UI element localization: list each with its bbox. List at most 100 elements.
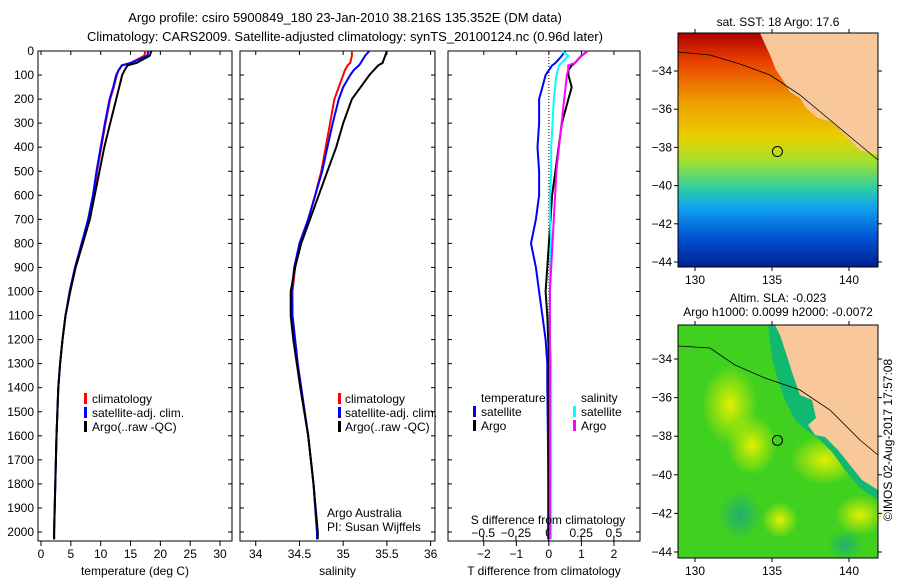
legend-header-salinity: salinity xyxy=(581,391,618,405)
y-tick-label: 1100 xyxy=(8,309,34,323)
lat-tick-label: −44 xyxy=(652,255,673,269)
y-tick-label: 300 xyxy=(14,116,34,130)
lat-tick-label: −42 xyxy=(652,506,673,520)
s-axis-tick-label: 0.25 xyxy=(570,526,594,540)
y-tick-label: 1700 xyxy=(7,453,34,467)
s-axis-tick-label: 0.5 xyxy=(606,526,623,540)
salinity-legend: climatology satellite-adj. clim. Argo(..… xyxy=(327,392,437,534)
bathymetry-contour xyxy=(677,345,879,456)
lat-tick-label: −40 xyxy=(652,468,673,482)
legend-swatch-climatology xyxy=(84,393,87,404)
sla-map-title: Altim. SLA: -0.023 xyxy=(730,291,827,305)
x-tick-label: 25 xyxy=(184,547,198,561)
title-line-2: Climatology: CARS2009. Satellite-adjuste… xyxy=(87,29,603,44)
lon-tick-label: 140 xyxy=(839,273,859,287)
x-tick-label: 0 xyxy=(38,547,45,561)
lat-tick-label: −34 xyxy=(652,64,673,78)
sst-map: 130 135 140 −34 −36 −38 −40 −42 −44 xyxy=(652,29,882,287)
x-tick-label: 35 xyxy=(337,547,351,561)
series-line-argo-raw-qc- xyxy=(53,50,153,540)
legend-label: Argo xyxy=(581,419,607,433)
legend-label: climatology xyxy=(92,392,152,406)
legend-swatch-argo xyxy=(84,421,87,432)
x-axis-label: salinity xyxy=(319,564,356,578)
legend-swatch-t-satellite xyxy=(473,406,476,417)
x-axis-label: T difference from climatology xyxy=(467,564,621,578)
x-tick-label: −2 xyxy=(477,547,491,561)
x-tick-label: 2 xyxy=(611,547,618,561)
series-line-climatology xyxy=(53,50,147,540)
legend-label: satellite-adj. clim. xyxy=(92,406,184,420)
legend-swatch-climatology xyxy=(338,393,341,404)
lon-tick-label: 135 xyxy=(762,273,782,287)
x-tick-label: 34.5 xyxy=(288,547,312,561)
series-line-satellite-adj-clim- xyxy=(53,50,150,540)
series-line-argo-raw-qc- xyxy=(289,50,388,540)
float-location-marker xyxy=(771,434,783,446)
lat-tick-label: −36 xyxy=(652,391,673,405)
y-tick-label: 400 xyxy=(14,140,34,154)
y-tick-label: 700 xyxy=(14,212,34,226)
lat-tick-label: −44 xyxy=(652,545,673,559)
land-mass xyxy=(760,33,878,155)
y-tick-label: 1900 xyxy=(7,501,34,515)
y-tick-label: 100 xyxy=(14,68,34,82)
s-axis-tick-label: −0.25 xyxy=(501,526,532,540)
y-tick-label: 800 xyxy=(14,236,34,250)
y-tick-label: 500 xyxy=(14,164,34,178)
legend-label: satellite xyxy=(581,405,622,419)
credit-text: ©IMOS 02-Aug-2017 17:57:08 xyxy=(881,359,895,522)
x-tick-label: 0 xyxy=(546,547,553,561)
y-tick-label: 2000 xyxy=(7,525,34,539)
difference-legend: temperature salinity satellite Argo sate… xyxy=(471,391,626,527)
lon-tick-label: 130 xyxy=(685,273,705,287)
s-axis-tick-label: −0.5 xyxy=(471,526,495,540)
sla-map-subtitle: Argo h1000: 0.0099 h2000: -0.0072 xyxy=(683,305,873,319)
y-tick-label: 1500 xyxy=(7,405,34,419)
float-location-marker xyxy=(771,146,783,158)
legend-label: Argo(..raw -QC) xyxy=(345,420,430,434)
y-tick-label: 1200 xyxy=(7,333,34,347)
map-frame xyxy=(677,32,879,268)
s-axis-label: S difference from climatology xyxy=(471,513,626,527)
legend-swatch-s-satellite xyxy=(573,406,576,417)
legend-label: Argo xyxy=(481,419,507,433)
x-tick-label: 1 xyxy=(578,547,585,561)
salinity-panel: 34 34.5 35 35.5 36 salinity xyxy=(239,50,438,578)
lon-tick-label: 135 xyxy=(762,564,782,578)
legend-label: satellite-adj. clim. xyxy=(345,406,437,420)
temperature-panel: 0100200300400500600700800900100011001200… xyxy=(7,44,233,578)
bathymetry-contour xyxy=(677,51,879,161)
sst-map-title: sat. SST: 18 Argo: 17.6 xyxy=(717,15,840,29)
legend-swatch-t-argo xyxy=(473,420,476,431)
series-line-t-satellite xyxy=(529,50,567,540)
legend-header-temperature: temperature xyxy=(481,391,546,405)
legend-swatch-s-argo xyxy=(573,420,576,431)
series-line-s-satellite xyxy=(548,50,570,540)
x-tick-label: 10 xyxy=(94,547,108,561)
temperature-legend: climatology satellite-adj. clim. Argo(..… xyxy=(84,392,184,434)
x-tick-label: 34 xyxy=(249,547,263,561)
title-line-1: Argo profile: csiro 5900849_180 23-Jan-2… xyxy=(128,10,562,25)
x-tick-label: 5 xyxy=(67,547,74,561)
y-tick-label: 0 xyxy=(27,44,34,58)
lat-tick-label: −40 xyxy=(652,179,673,193)
y-tick-label: 1600 xyxy=(7,429,34,443)
x-tick-label: −1 xyxy=(509,547,523,561)
legend-swatch-satellite xyxy=(338,407,341,418)
x-axis-label: temperature (deg C) xyxy=(81,564,189,578)
lat-tick-label: −36 xyxy=(652,102,673,116)
legend-swatch-argo xyxy=(338,421,341,432)
map-frame xyxy=(677,324,879,559)
legend-label: satellite xyxy=(481,405,522,419)
x-tick-label: 20 xyxy=(154,547,168,561)
lon-tick-label: 130 xyxy=(685,564,705,578)
plot-frame xyxy=(239,50,436,542)
y-tick-label: 900 xyxy=(14,260,34,274)
series-line-s-argo xyxy=(548,50,589,540)
plot-frame xyxy=(37,50,233,542)
y-tick-label: 1000 xyxy=(7,285,34,299)
y-tick-label: 1400 xyxy=(7,381,34,395)
plot-frame xyxy=(447,50,641,542)
